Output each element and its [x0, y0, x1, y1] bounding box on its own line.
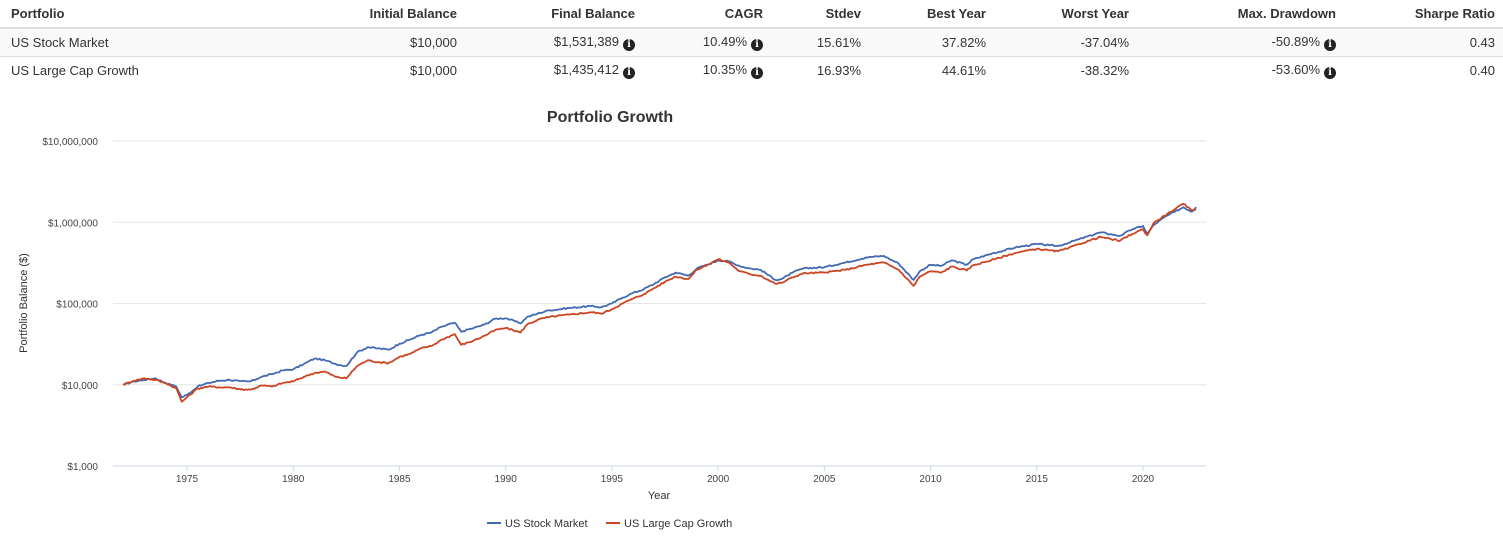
portfolio-name: US Large Cap Growth: [0, 56, 259, 84]
initial-balance: $10,000: [259, 56, 465, 84]
legend-item-us-large-cap-growth[interactable]: US Large Cap Growth: [606, 518, 732, 530]
max-drawdown: -53.60%: [1271, 62, 1320, 77]
x-tick-label: 1995: [601, 474, 624, 485]
final-balance: $1,531,389: [553, 34, 619, 49]
x-tick-label: 1990: [495, 474, 518, 485]
y-tick-label: $10,000,000: [42, 137, 98, 148]
gridlines: [113, 140, 1206, 386]
header-best-year: Best Year: [869, 0, 994, 29]
series-lines: [122, 203, 1197, 403]
x-tick-label: 2020: [1132, 474, 1155, 485]
max-drawdown-cell: -53.60% i: [1137, 56, 1344, 84]
worst-year: -38.32%: [994, 56, 1137, 84]
max-drawdown-cell: -50.89% i: [1137, 27, 1344, 57]
stdev: 16.93%: [771, 56, 869, 84]
best-year: 37.82%: [869, 27, 994, 57]
y-tick-label: $10,000: [62, 381, 99, 392]
table-row: US Large Cap Growth $10,000 $1,435,412 i …: [0, 56, 1503, 84]
worst-year: -37.04%: [994, 27, 1137, 57]
y-tick-label: $1,000,000: [48, 218, 98, 229]
series-line-us-large-cap-growth[interactable]: [123, 203, 1197, 403]
legend-label-us-large-cap-growth: US Large Cap Growth: [624, 518, 732, 530]
header-cagr: CAGR: [643, 0, 771, 29]
info-circle-icon[interactable]: i: [623, 67, 635, 79]
chart-title: Portfolio Growth: [547, 109, 673, 126]
max-drawdown: -50.89%: [1271, 34, 1320, 49]
y-axis-ticks: $1,000 $10,000 $100,000 $1,000,000 $10,000,0…: [42, 137, 98, 473]
cagr-cell: 10.49% i: [643, 27, 771, 57]
info-circle-icon[interactable]: i: [1324, 67, 1336, 79]
info-circle-icon[interactable]: i: [751, 67, 763, 79]
x-tick-label: 2015: [1026, 474, 1049, 485]
header-stdev: Stdev: [771, 0, 869, 29]
sharpe-ratio: 0.43: [1344, 27, 1503, 57]
table-header-row: Portfolio Initial Balance Final Balance …: [0, 0, 1503, 29]
x-axis-ticks: 1975 1980 1985 1990 1995 2000 2005 2010 2015 2020: [176, 466, 1155, 485]
cagr-cell: 10.35% i: [643, 56, 771, 84]
table-row: US Stock Market $10,000 $1,531,389 i 10.4…: [0, 27, 1503, 57]
stdev: 15.61%: [771, 27, 869, 57]
final-balance: $1,435,412: [553, 62, 619, 77]
x-tick-label: 1985: [388, 474, 411, 485]
portfolio-growth-chart: Portfolio Growth $1,000$10,000$100,000$1…: [18, 109, 1206, 530]
header-max-drawdown: Max. Drawdown: [1137, 0, 1344, 29]
x-tick-label: 1980: [282, 474, 305, 485]
initial-balance: $10,000: [259, 27, 465, 57]
final-balance-cell: $1,531,389 i: [465, 27, 643, 57]
legend-item-us-stock-market[interactable]: US Stock Market: [487, 518, 588, 530]
portfolio-name: US Stock Market: [0, 27, 259, 57]
info-circle-icon[interactable]: i: [623, 39, 635, 51]
x-axis-title: Year: [648, 490, 671, 502]
best-year: 44.61%: [869, 56, 994, 84]
info-circle-icon[interactable]: i: [1324, 39, 1336, 51]
header-initial-balance: Initial Balance: [259, 0, 465, 29]
header-worst-year: Worst Year: [994, 0, 1137, 29]
x-tick-label: 2000: [707, 474, 730, 485]
x-tick-label: 1975: [176, 474, 199, 485]
final-balance-cell: $1,435,412 i: [465, 56, 643, 84]
portfolio-stats-table: Portfolio Initial Balance Final Balance …: [0, 0, 1503, 84]
header-sharpe-ratio: Sharpe Ratio: [1344, 0, 1503, 29]
header-final-balance: Final Balance: [465, 0, 643, 29]
x-tick-label: 2010: [919, 474, 942, 485]
header-portfolio: Portfolio: [0, 0, 259, 29]
cagr: 10.35%: [702, 62, 747, 77]
cagr: 10.49%: [702, 34, 747, 49]
y-tick-label: $100,000: [56, 300, 98, 311]
sharpe-ratio: 0.40: [1344, 56, 1503, 84]
legend-label-us-stock-market: US Stock Market: [505, 518, 588, 530]
series-line-us-stock-market[interactable]: [122, 206, 1197, 399]
legend: US Stock Market US Large Cap Growth: [487, 518, 732, 530]
x-tick-label: 2005: [813, 474, 836, 485]
info-circle-icon[interactable]: i: [751, 39, 763, 51]
y-tick-label: $1,000: [67, 462, 98, 473]
y-axis-title: Portfolio Balance ($): [18, 253, 30, 353]
